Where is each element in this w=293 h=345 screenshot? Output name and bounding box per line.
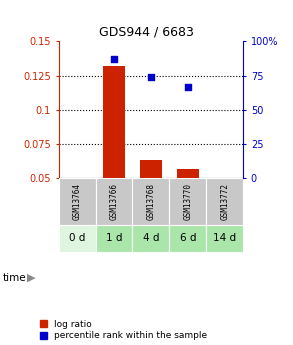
Bar [169, 178, 206, 225]
Point [149, 74, 153, 80]
Bar [103, 66, 125, 178]
Text: GSM13768: GSM13768 [146, 183, 155, 220]
Bar [59, 225, 96, 252]
Bar [96, 178, 132, 225]
Bar [59, 178, 96, 225]
Text: ▶: ▶ [26, 273, 35, 283]
Bar [206, 178, 243, 225]
Text: 14 d: 14 d [213, 233, 236, 243]
Text: GSM13772: GSM13772 [220, 183, 229, 220]
Bar [177, 169, 199, 178]
Text: 1 d: 1 d [106, 233, 122, 243]
Text: GDS944 / 6683: GDS944 / 6683 [99, 26, 194, 39]
Text: GSM13770: GSM13770 [183, 183, 192, 220]
Bar [206, 225, 243, 252]
Text: GSM13766: GSM13766 [110, 183, 118, 220]
Bar [96, 225, 132, 252]
Text: 6 d: 6 d [180, 233, 196, 243]
Text: 4 d: 4 d [143, 233, 159, 243]
Point [185, 84, 190, 89]
Bar [132, 178, 169, 225]
Text: 0 d: 0 d [69, 233, 85, 243]
Bar [140, 160, 162, 178]
Text: GSM13764: GSM13764 [73, 183, 81, 220]
Bar [169, 225, 206, 252]
Point [112, 57, 116, 62]
Text: time: time [3, 273, 27, 283]
Bar [132, 225, 169, 252]
Legend: log ratio, percentile rank within the sample: log ratio, percentile rank within the sa… [40, 320, 207, 341]
